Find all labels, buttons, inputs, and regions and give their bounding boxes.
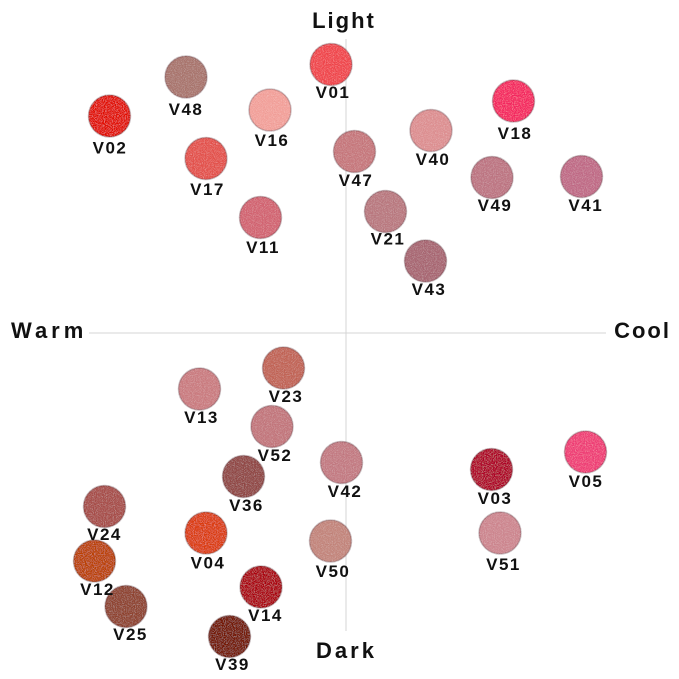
- svg-text:V40: V40: [416, 150, 451, 169]
- svg-text:V24: V24: [87, 525, 122, 544]
- svg-text:V50: V50: [316, 562, 351, 581]
- svg-text:V51: V51: [486, 555, 521, 574]
- svg-text:V03: V03: [478, 489, 513, 508]
- svg-text:V47: V47: [339, 171, 374, 190]
- svg-text:Warm: Warm: [11, 318, 87, 343]
- svg-text:V11: V11: [246, 238, 280, 257]
- svg-text:V05: V05: [569, 472, 604, 491]
- svg-text:Cool: Cool: [614, 318, 671, 343]
- svg-text:V39: V39: [215, 655, 250, 674]
- svg-text:V42: V42: [328, 482, 363, 501]
- svg-text:V23: V23: [269, 387, 304, 406]
- svg-text:V02: V02: [93, 139, 128, 158]
- svg-text:Light: Light: [312, 8, 376, 33]
- svg-text:V48: V48: [169, 100, 204, 119]
- svg-text:V12: V12: [80, 580, 115, 599]
- svg-text:V21: V21: [371, 230, 406, 249]
- svg-text:V18: V18: [498, 124, 533, 143]
- svg-text:V04: V04: [191, 554, 226, 573]
- svg-text:V41: V41: [568, 196, 603, 215]
- svg-text:V17: V17: [190, 180, 225, 199]
- svg-text:V14: V14: [248, 606, 283, 625]
- svg-text:V52: V52: [258, 446, 293, 465]
- svg-text:V01: V01: [316, 83, 351, 102]
- svg-text:V13: V13: [184, 408, 219, 427]
- svg-text:V16: V16: [255, 131, 290, 150]
- svg-text:V49: V49: [478, 196, 513, 215]
- svg-text:V25: V25: [113, 625, 148, 644]
- svg-text:V43: V43: [412, 280, 447, 299]
- svg-text:V36: V36: [229, 496, 264, 515]
- svg-text:Dark: Dark: [316, 638, 377, 663]
